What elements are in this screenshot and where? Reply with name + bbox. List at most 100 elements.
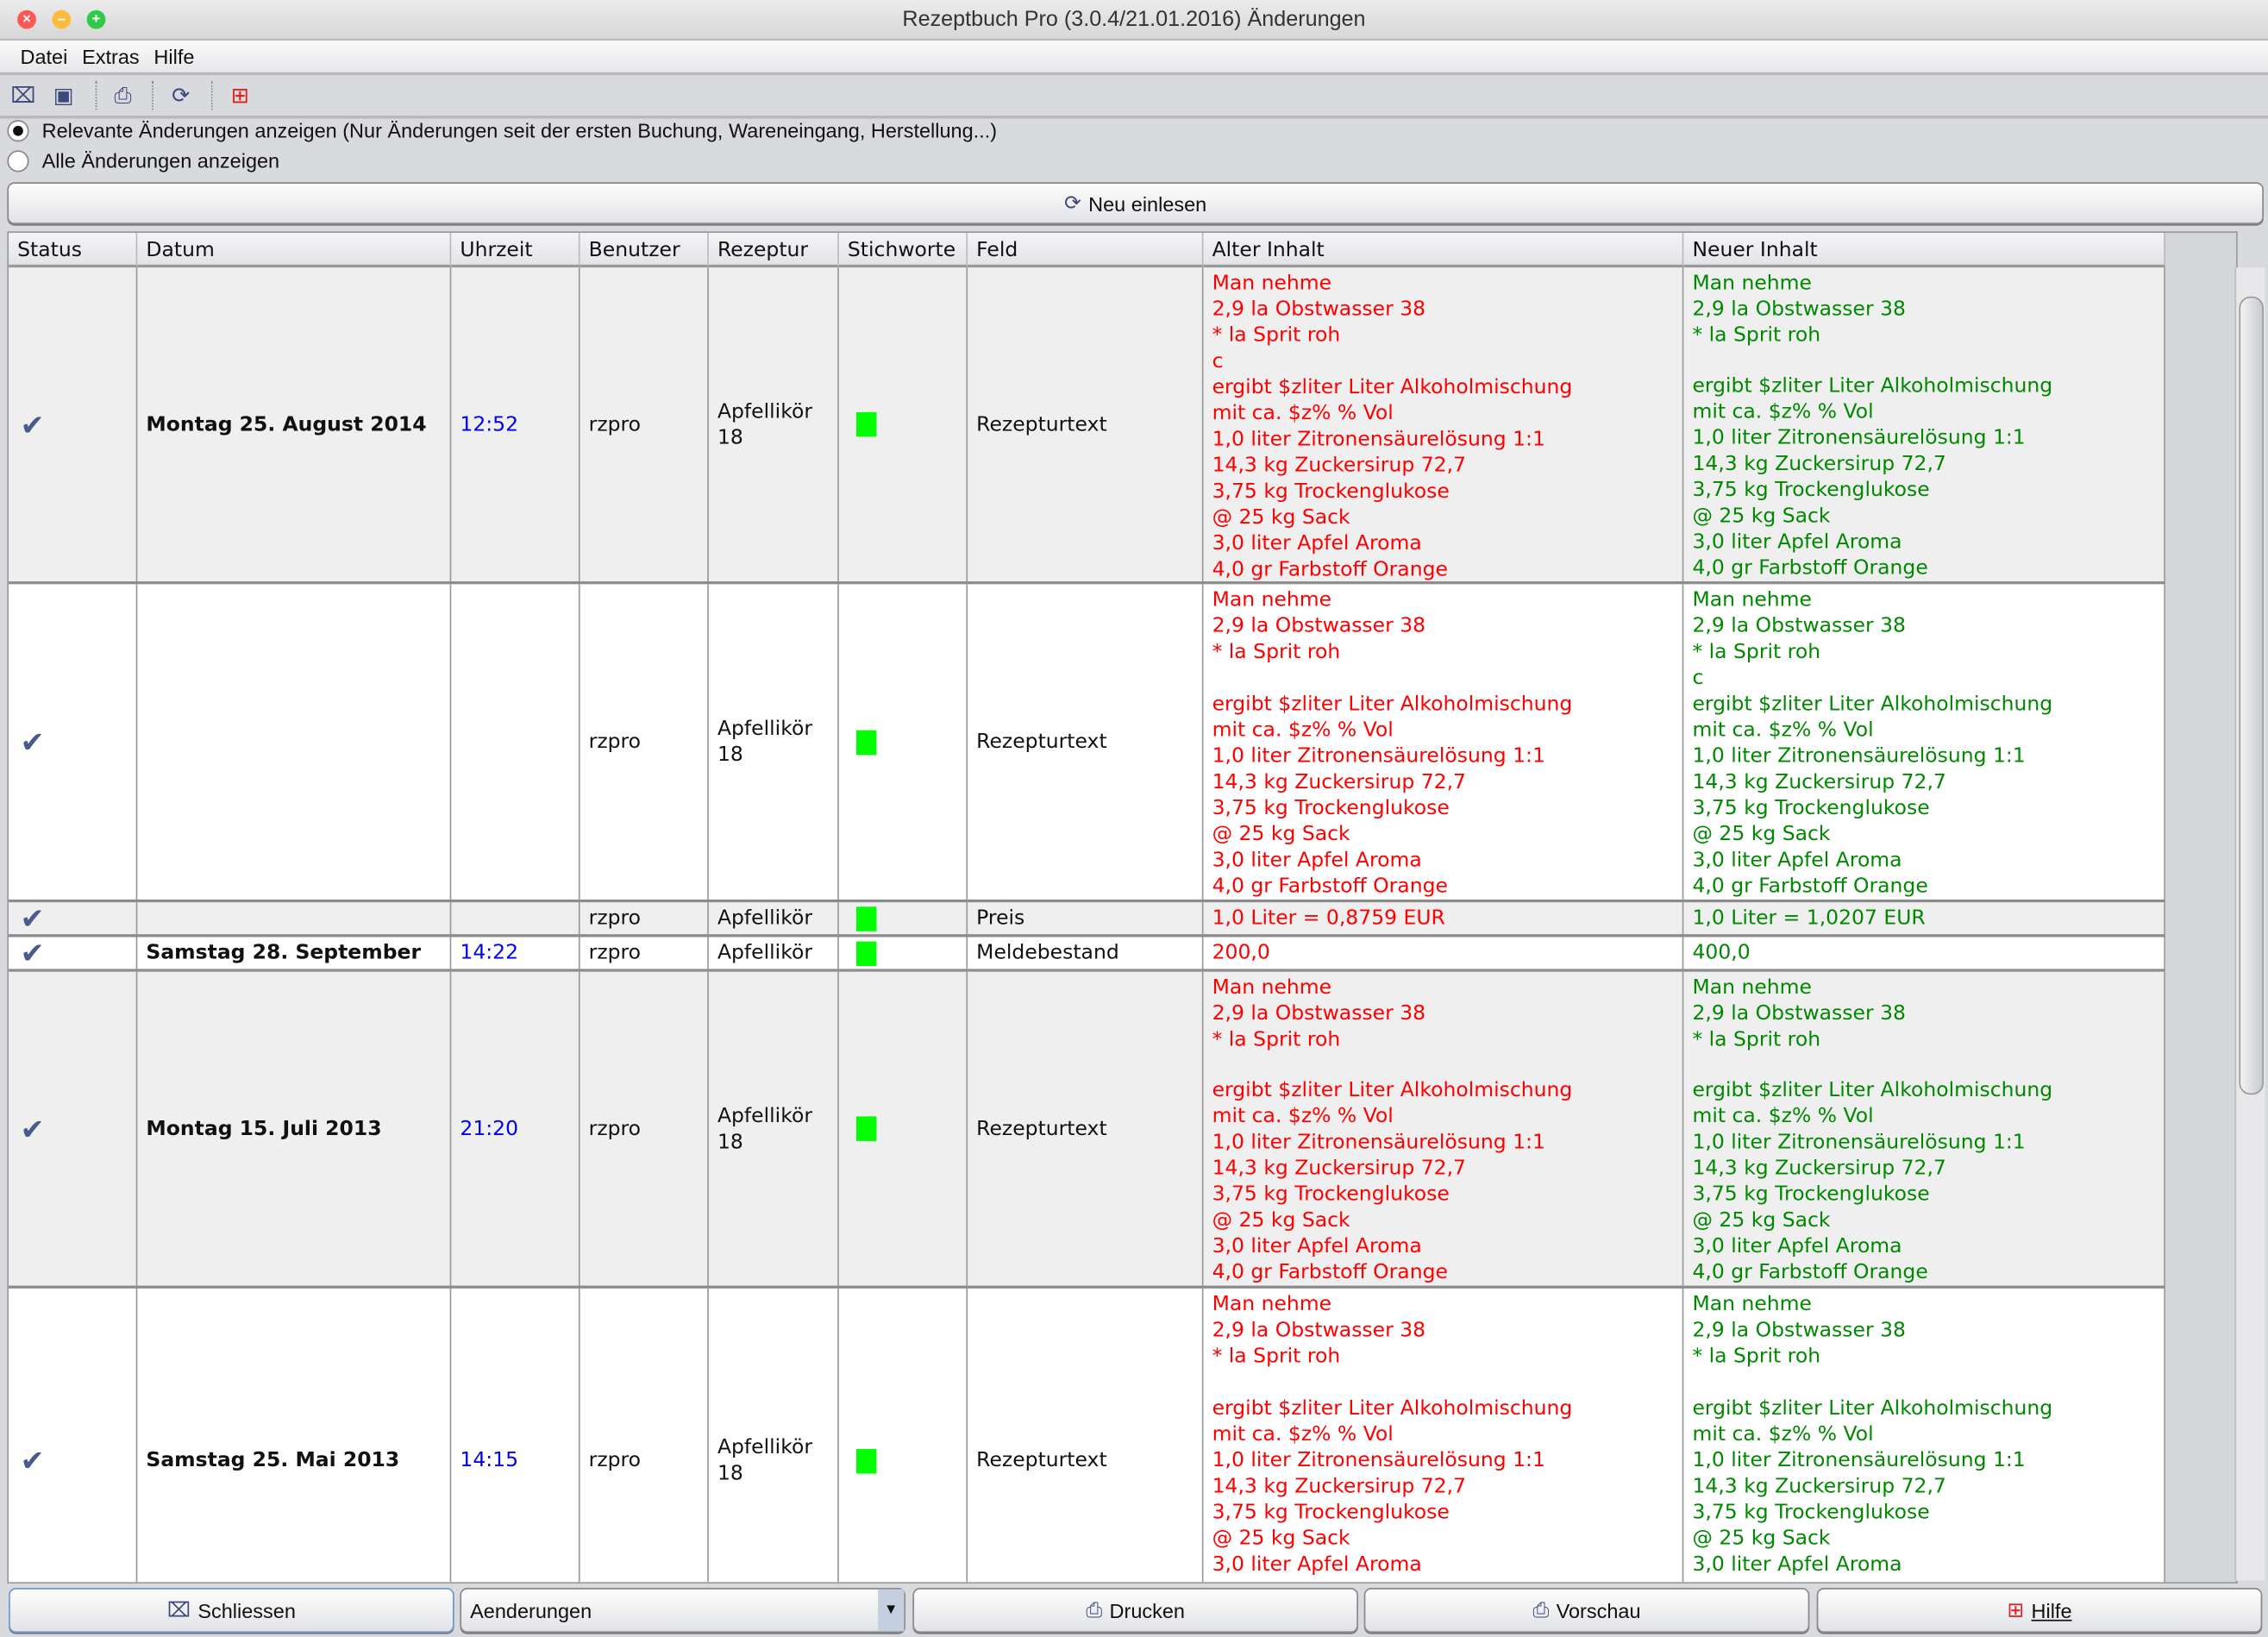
content-line: @ 25 kg Sack — [1692, 823, 1831, 846]
column-header-uhrzeit[interactable]: Uhrzeit — [451, 232, 580, 268]
cell-status: ✔ — [9, 971, 138, 1286]
column-header-stichworte[interactable]: Stichworte — [838, 232, 968, 268]
table-row[interactable]: ✔ rzpro Apfellikör 18 Rezepturtext Man nehme… — [9, 584, 2165, 903]
divider — [152, 80, 153, 110]
content-line: 4,0 gr Farbstoff Orange — [1212, 875, 1448, 899]
cell-rezeptur: Apfellikör 18 — [709, 584, 839, 900]
content-line: Man nehme — [1212, 588, 1332, 612]
table-row[interactable]: ✔ Montag 15. Juli 2013 21:20 rzpro Apfellikö… — [9, 971, 2165, 1289]
radio-all[interactable]: Alle Änderungen anzeigen — [7, 149, 279, 172]
recipe-text: Apfellikör 18 — [717, 1435, 812, 1485]
menu-datei[interactable]: Datei — [20, 44, 68, 68]
cell-stichworte — [839, 584, 968, 900]
chevron-down-icon[interactable]: ▼ — [878, 1589, 905, 1632]
close-icon[interactable]: ⌧ — [10, 82, 36, 109]
cell-status: ✔ — [9, 584, 138, 900]
cell-uhrzeit: 12:52 — [451, 267, 580, 582]
content-line: 3,0 liter Apfel Aroma — [1692, 1552, 1902, 1577]
cell-uhrzeit: 14:22 — [451, 937, 580, 969]
report-select[interactable]: Aenderungen ▼ — [460, 1588, 905, 1633]
scroll-thumb[interactable] — [2239, 296, 2264, 1095]
menu-extras[interactable]: Extras — [82, 44, 140, 68]
checkmark-icon: ✔ — [20, 724, 45, 760]
content-line: 3,75 kg Trockenglukose — [1212, 1182, 1450, 1207]
close-window-icon[interactable]: × — [17, 9, 36, 29]
user-text: rzpro — [588, 1117, 642, 1141]
reload-label: Neu einlesen — [1088, 191, 1207, 215]
content-line: * la Sprit roh — [1692, 323, 1821, 348]
radio-button[interactable] — [7, 149, 29, 172]
help-label: Hilfe — [2031, 1598, 2072, 1622]
column-header-rezeptur[interactable]: Rezeptur — [708, 232, 839, 268]
cell-status: ✔ — [9, 1288, 138, 1583]
column-header-benutzer[interactable]: Benutzer — [580, 232, 709, 268]
vertical-scrollbar[interactable] — [2234, 267, 2265, 1581]
field-text: Rezepturtext — [976, 1117, 1107, 1141]
table-row[interactable]: ✔ Samstag 28. September 14:22 rzpro Apfellik… — [9, 937, 2165, 972]
content-line: 3,0 liter Apfel Aroma — [1692, 849, 1902, 873]
content-line: 1,0 liter Zitronensäurelösung 1:1 — [1212, 1449, 1545, 1472]
content-line: 3,75 kg Trockenglukose — [1212, 1501, 1450, 1525]
menu-hilfe[interactable]: Hilfe — [153, 44, 195, 68]
content-line: Man nehme — [1692, 272, 1812, 296]
content-line: 4,0 gr Farbstoff Orange — [1692, 556, 1928, 580]
keyword-marker — [855, 940, 877, 966]
content-line: 14,3 kg Zuckersirup 72,7 — [1212, 770, 1466, 794]
content-line: 4,0 gr Farbstoff Orange — [1212, 1261, 1448, 1284]
cell-neuer-inhalt: Man nehme 2,9 la Obstwasser 38 * la Sprit … — [1683, 584, 2165, 900]
column-header-status[interactable]: Status — [9, 232, 138, 268]
report-select-value: Aenderungen — [470, 1598, 592, 1622]
time-text: 12:52 — [460, 412, 519, 436]
zoom-window-icon[interactable]: + — [86, 9, 106, 29]
cell-status: ✔ — [9, 902, 138, 935]
content-line: 1,0 Liter = 1,0207 EUR — [1692, 906, 1926, 931]
content-line: mit ca. $z% % Vol — [1692, 1422, 1874, 1446]
column-header-neuer-inhalt[interactable]: Neuer Inhalt — [1683, 232, 2165, 268]
cell-rezeptur: Apfellikör — [709, 902, 839, 935]
content-line: 14,3 kg Zuckersirup 72,7 — [1692, 1475, 1946, 1499]
cell-benutzer: rzpro — [580, 267, 709, 582]
preview-button[interactable]: ⎙ Vorschau — [1363, 1588, 1810, 1633]
preview-icon: ⎙ — [1532, 1597, 1550, 1621]
content-line: Man nehme — [1212, 975, 1332, 1000]
cell-neuer-inhalt: 400,0 — [1683, 937, 2165, 969]
table-row[interactable]: ✔ Montag 25. August 2014 12:52 rzpro Apfelli… — [9, 267, 2165, 585]
cell-alter-inhalt: 200,0 — [1204, 937, 1684, 969]
reload-button[interactable]: ⟳ Neu einlesen — [7, 182, 2264, 224]
recipe-text: Apfellikör 18 — [717, 399, 812, 449]
minimize-window-icon[interactable]: – — [52, 9, 72, 29]
cell-stichworte — [839, 267, 968, 582]
close-icon: ⌧ — [166, 1597, 191, 1621]
table-row[interactable]: ✔ Samstag 25. Mai 2013 14:15 rzpro Apfellikö… — [9, 1288, 2165, 1583]
cell-feld: Preis — [968, 902, 1204, 935]
cell-stichworte — [839, 937, 968, 969]
cell-alter-inhalt: Man nehme 2,9 la Obstwasser 38 * la Sprit … — [1204, 1288, 1684, 1583]
help-button[interactable]: ⊞ Hilfe — [1816, 1588, 2263, 1633]
cell-datum: Montag 15. Juli 2013 — [137, 971, 452, 1286]
refresh-icon[interactable]: ⟳ — [172, 82, 191, 109]
window-icon[interactable]: ▣ — [53, 82, 74, 109]
content-line: 3,0 liter Apfel Aroma — [1212, 532, 1422, 555]
content-line: * la Sprit roh — [1212, 1345, 1341, 1369]
content-line: 14,3 kg Zuckersirup 72,7 — [1212, 454, 1466, 478]
radio-button[interactable] — [7, 119, 29, 141]
radio-relevant[interactable]: Relevante Änderungen anzeigen (Nur Änder… — [7, 118, 997, 141]
cell-alter-inhalt: Man nehme 2,9 la Obstwasser 38 * la Sprit … — [1204, 971, 1684, 1286]
table-row[interactable]: ✔ rzpro Apfellikör Preis 1,0 Liter = 0,8759 … — [9, 902, 2165, 938]
preview-label: Vorschau — [1556, 1598, 1641, 1622]
cell-feld: Rezepturtext — [968, 267, 1204, 582]
content-line: mit ca. $z% % Vol — [1212, 1104, 1394, 1128]
print-icon[interactable]: ⎙ — [114, 82, 132, 109]
content-line: ergibt $zliter Liter Alkoholmischung — [1692, 693, 2053, 716]
column-header-feld[interactable]: Feld — [968, 232, 1204, 268]
column-header-datum[interactable]: Datum — [137, 232, 452, 268]
print-button[interactable]: ⎙ Drucken — [912, 1588, 1358, 1633]
help-icon[interactable]: ⊞ — [230, 82, 249, 109]
close-button[interactable]: ⌧ Schliessen — [9, 1588, 454, 1633]
time-text: 14:22 — [460, 941, 519, 965]
cell-benutzer: rzpro — [580, 937, 709, 969]
content-line: ergibt $zliter Liter Alkoholmischung — [1212, 693, 1573, 716]
cell-uhrzeit: 21:20 — [451, 971, 580, 1286]
column-header-alter-inhalt[interactable]: Alter Inhalt — [1203, 232, 1684, 268]
content-line: mit ca. $z% % Vol — [1212, 718, 1394, 743]
